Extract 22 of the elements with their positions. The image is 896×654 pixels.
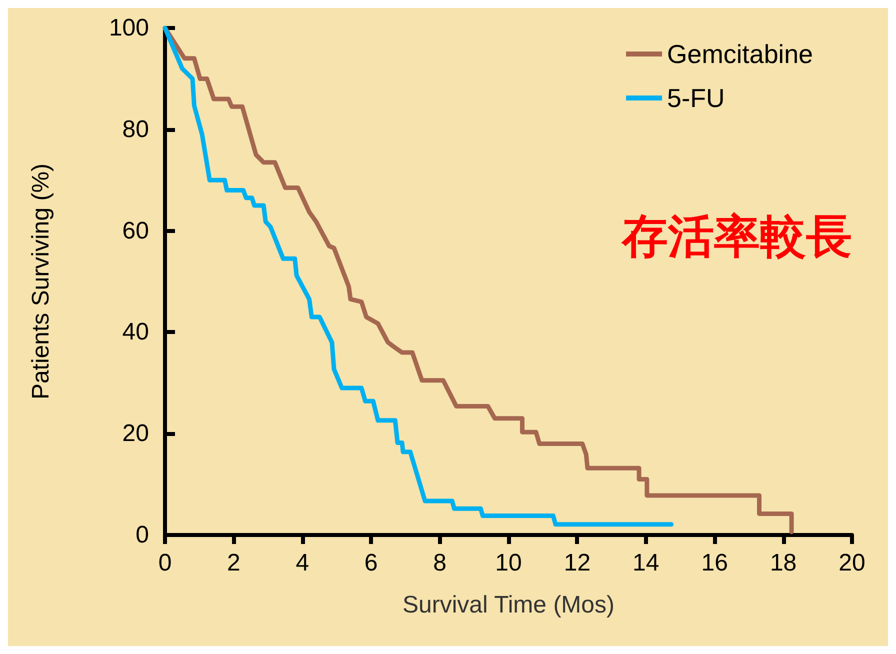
x-axis-title: Survival Time (Mos) bbox=[402, 592, 615, 618]
x-tick-label: 18 bbox=[770, 550, 797, 576]
legend-label: Gemcitabine bbox=[667, 39, 814, 69]
x-tick-label: 12 bbox=[564, 550, 591, 576]
y-tick-label: 20 bbox=[122, 420, 149, 448]
y-tick-label: 60 bbox=[122, 217, 149, 244]
x-tick-label: 8 bbox=[433, 550, 446, 576]
y-tick-label: 100 bbox=[108, 14, 149, 42]
y-tick-label: 80 bbox=[122, 116, 149, 143]
x-tick-label: 0 bbox=[158, 550, 172, 576]
legend-label: 5-FU bbox=[667, 83, 725, 113]
x-tick-label: 20 bbox=[838, 550, 866, 576]
y-tick-label: 40 bbox=[122, 318, 149, 346]
x-tick-label: 16 bbox=[701, 550, 728, 576]
y-tick-label: 0 bbox=[136, 522, 149, 548]
annotation: 存活率較長 bbox=[621, 209, 852, 263]
x-tick-label: 10 bbox=[495, 550, 522, 576]
x-tick-label: 14 bbox=[632, 550, 660, 576]
x-tick-label: 6 bbox=[364, 550, 378, 576]
x-tick-label: 4 bbox=[296, 550, 310, 576]
x-tick-label: 2 bbox=[227, 550, 240, 576]
y-axis-title: Patients Surviving (%) bbox=[28, 163, 54, 400]
